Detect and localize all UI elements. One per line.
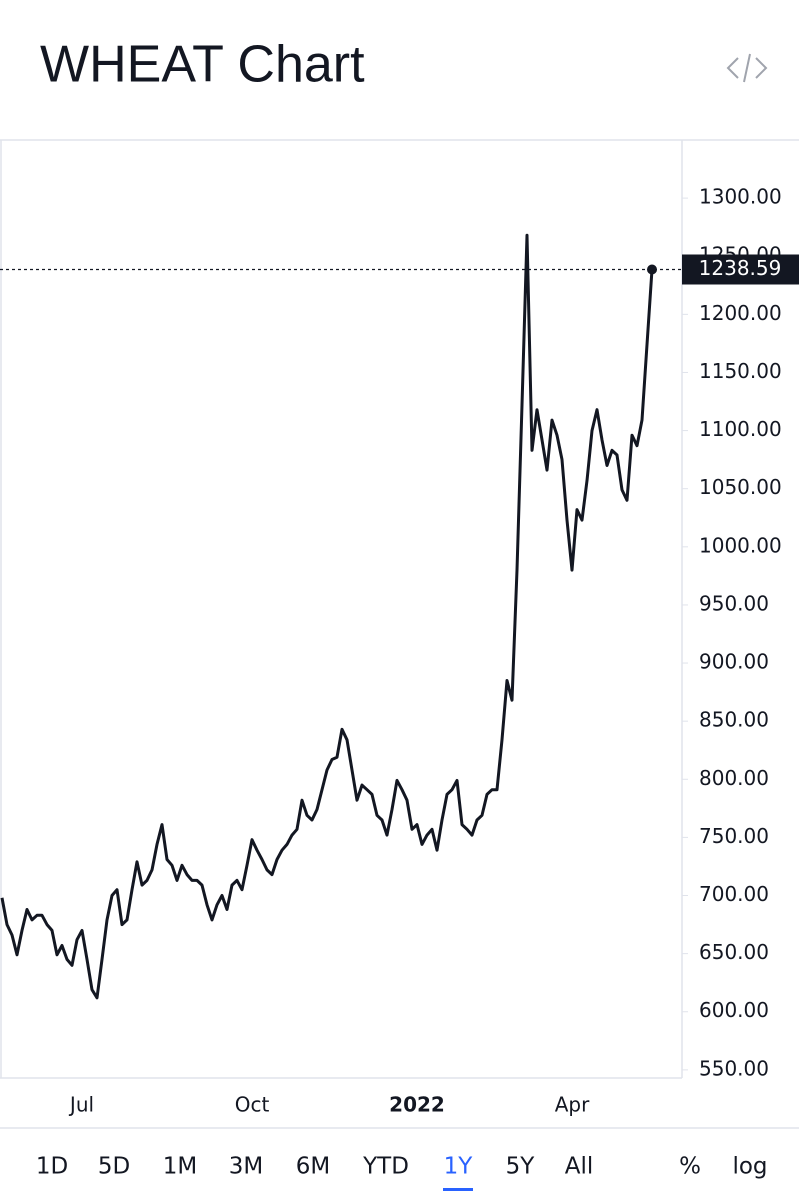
range-button[interactable]: 5D [98, 1154, 130, 1180]
y-tick-label: 1050.00 [699, 475, 782, 499]
y-tick-label: 1300.00 [699, 185, 782, 209]
range-button[interactable]: 1D [36, 1154, 68, 1180]
y-tick-label: 1150.00 [699, 359, 782, 383]
y-tick-label: 700.00 [699, 882, 769, 906]
x-tick-label: Jul [68, 1093, 94, 1117]
y-tick-label: 550.00 [699, 1056, 769, 1080]
range-button[interactable]: YTD [362, 1154, 409, 1180]
y-tick-label: 850.00 [699, 708, 769, 732]
x-tick-label: Apr [555, 1093, 590, 1117]
y-tick-label: 600.00 [699, 998, 769, 1022]
y-tick-label: 900.00 [699, 650, 769, 674]
y-tick-label: 800.00 [699, 766, 769, 790]
range-selected-underline [443, 1188, 473, 1191]
embed-icon[interactable] [726, 53, 768, 83]
y-tick-label: 1100.00 [699, 417, 782, 441]
range-button[interactable]: 1Y [444, 1154, 474, 1180]
x-tick-label: 2022 [389, 1093, 445, 1117]
price-line [0, 233, 654, 1000]
scale-button[interactable]: log [732, 1154, 767, 1180]
last-value-box [682, 254, 799, 285]
range-button[interactable]: 1M [163, 1154, 197, 1180]
range-button[interactable]: 3M [229, 1154, 263, 1180]
chart-title: WHEAT Chart [40, 36, 365, 94]
y-tick-label: 750.00 [699, 824, 769, 848]
y-tick-label: 650.00 [699, 940, 769, 964]
last-point [647, 264, 657, 275]
y-tick-label: 950.00 [699, 591, 769, 615]
y-tick-label: 1200.00 [699, 301, 782, 325]
range-button[interactable]: 6M [296, 1154, 330, 1180]
range-button[interactable]: All [565, 1154, 594, 1180]
last-value-label: 1238.59 [699, 256, 782, 280]
frame [0, 139, 799, 1129]
x-tick-label: Oct [235, 1093, 270, 1117]
y-tick-label: 1000.00 [699, 533, 782, 557]
scale-button[interactable]: % [679, 1154, 701, 1180]
range-button[interactable]: 5Y [506, 1154, 536, 1180]
